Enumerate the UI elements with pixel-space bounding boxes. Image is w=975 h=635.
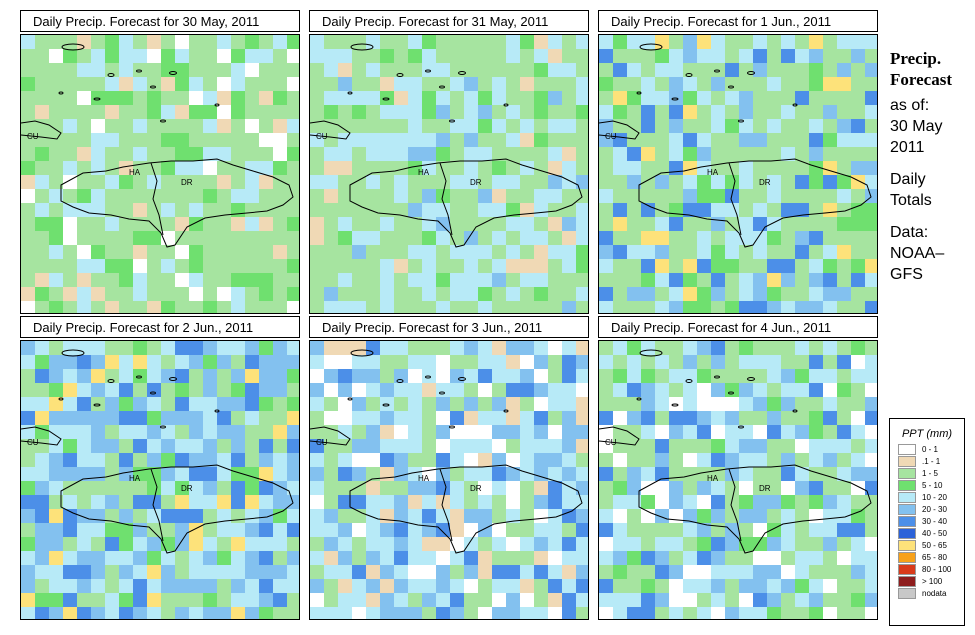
legend-swatch xyxy=(898,504,916,515)
legend-row: nodata xyxy=(890,588,964,600)
panel-title: Daily Precip. Forecast for 30 May, 2011 xyxy=(20,10,300,32)
legend-label: 30 - 40 xyxy=(922,517,947,526)
coastline xyxy=(21,349,294,554)
legend-rows: 0 - 1 .1 - 1 1 - 5 5 - 10 10 - 20 20 - 30 30 -… xyxy=(890,444,964,600)
side-info: Precip. Forecast as of: 30 May 2011 Dail… xyxy=(890,48,975,285)
legend-swatch xyxy=(898,528,916,539)
legend-swatch xyxy=(898,588,916,599)
totals-line-1: Daily xyxy=(890,171,926,188)
legend-swatch xyxy=(898,480,916,491)
country-label-ha: HA xyxy=(707,474,719,483)
legend-swatch xyxy=(898,492,916,503)
legend-label: 10 - 20 xyxy=(922,493,947,502)
as-of-label: as of: xyxy=(890,97,930,114)
precip-map-31-may: CU HA DR xyxy=(309,34,589,314)
side-heading-line-1: Precip. xyxy=(890,49,942,68)
legend-swatch xyxy=(898,564,916,575)
legend-row: 0 - 1 xyxy=(890,444,964,456)
panel-title: Daily Precip. Forecast for 3 Jun., 2011 xyxy=(309,316,589,338)
precip-map-30-may: CU HA DR xyxy=(20,34,300,314)
precip-map-3-jun: CU HA DR xyxy=(309,340,589,620)
legend-swatch xyxy=(898,576,916,587)
side-heading-line-2: Forecast xyxy=(890,70,952,89)
coastline xyxy=(310,349,583,554)
coastline xyxy=(310,43,583,248)
legend-row: 50 - 65 xyxy=(890,540,964,552)
country-label-cu: CU xyxy=(27,438,39,447)
legend-row: 20 - 30 xyxy=(890,504,964,516)
data-source-line-3: GFS xyxy=(890,266,923,283)
legend-swatch xyxy=(898,516,916,527)
legend-label: 5 - 10 xyxy=(922,481,943,490)
legend-row: 30 - 40 xyxy=(890,516,964,528)
ppt-legend: PPT (mm) 0 - 1 .1 - 1 1 - 5 5 - 10 10 - 20 20… xyxy=(889,418,965,626)
country-label-dr: DR xyxy=(181,178,193,187)
legend-row: 40 - 50 xyxy=(890,528,964,540)
legend-row: 65 - 80 xyxy=(890,552,964,564)
precip-grid: CU HA DR xyxy=(310,35,588,313)
panel-title: Daily Precip. Forecast for 1 Jun., 2011 xyxy=(598,10,878,32)
data-source-line-2: NOAA– xyxy=(890,245,945,262)
legend-label: nodata xyxy=(922,589,947,598)
precip-map-1-jun: CU HA DR xyxy=(598,34,878,314)
legend-label: > 100 xyxy=(922,577,943,586)
legend-swatch xyxy=(898,552,916,563)
country-label-ha: HA xyxy=(129,168,141,177)
country-label-dr: DR xyxy=(470,178,482,187)
legend-swatch xyxy=(898,540,916,551)
legend-swatch xyxy=(898,444,916,455)
precip-grid: CU HA DR xyxy=(599,341,877,619)
legend-label: 40 - 50 xyxy=(922,529,947,538)
as-of-date-line-2: 2011 xyxy=(890,139,925,156)
country-label-cu: CU xyxy=(27,132,39,141)
legend-title: PPT (mm) xyxy=(901,428,953,440)
data-source-line-1: Data: xyxy=(890,224,929,241)
precip-grid: CU HA DR xyxy=(599,35,877,313)
country-label-cu: CU xyxy=(316,132,328,141)
country-label-dr: DR xyxy=(470,484,482,493)
as-of-date-line-1: 30 May xyxy=(890,118,943,135)
legend-label: 50 - 65 xyxy=(922,541,947,550)
country-label-ha: HA xyxy=(418,474,430,483)
panel-title: Daily Precip. Forecast for 4 Jun., 2011 xyxy=(598,316,878,338)
legend-row: > 100 xyxy=(890,576,964,588)
country-label-dr: DR xyxy=(759,484,771,493)
country-label-ha: HA xyxy=(707,168,719,177)
precip-grid: CU HA DR xyxy=(21,35,299,313)
legend-label: .1 - 1 xyxy=(922,457,941,466)
legend-row: 80 - 100 xyxy=(890,564,964,576)
precip-map-2-jun: CU HA DR xyxy=(20,340,300,620)
country-label-cu: CU xyxy=(316,438,328,447)
totals-line-2: Totals xyxy=(890,192,932,209)
country-label-dr: DR xyxy=(759,178,771,187)
country-label-ha: HA xyxy=(418,168,430,177)
legend-swatch xyxy=(898,468,916,479)
legend-row: .1 - 1 xyxy=(890,456,964,468)
country-label-dr: DR xyxy=(181,484,193,493)
country-label-cu: CU xyxy=(605,132,617,141)
legend-label: 80 - 100 xyxy=(922,565,952,574)
coastline xyxy=(599,349,872,554)
legend-label: 20 - 30 xyxy=(922,505,947,514)
panel-title: Daily Precip. Forecast for 31 May, 2011 xyxy=(309,10,589,32)
panel-title: Daily Precip. Forecast for 2 Jun., 2011 xyxy=(20,316,300,338)
coastline xyxy=(599,43,872,248)
legend-row: 10 - 20 xyxy=(890,492,964,504)
coastline xyxy=(21,43,294,248)
precip-map-4-jun: CU HA DR xyxy=(598,340,878,620)
country-label-ha: HA xyxy=(129,474,141,483)
precip-grid: CU HA DR xyxy=(310,341,588,619)
legend-label: 65 - 80 xyxy=(922,553,947,562)
country-label-cu: CU xyxy=(605,438,617,447)
legend-row: 1 - 5 xyxy=(890,468,964,480)
legend-label: 0 - 1 xyxy=(922,445,939,454)
legend-swatch xyxy=(898,456,916,467)
precip-grid: CU HA DR xyxy=(21,341,299,619)
legend-row: 5 - 10 xyxy=(890,480,964,492)
legend-label: 1 - 5 xyxy=(922,469,939,478)
